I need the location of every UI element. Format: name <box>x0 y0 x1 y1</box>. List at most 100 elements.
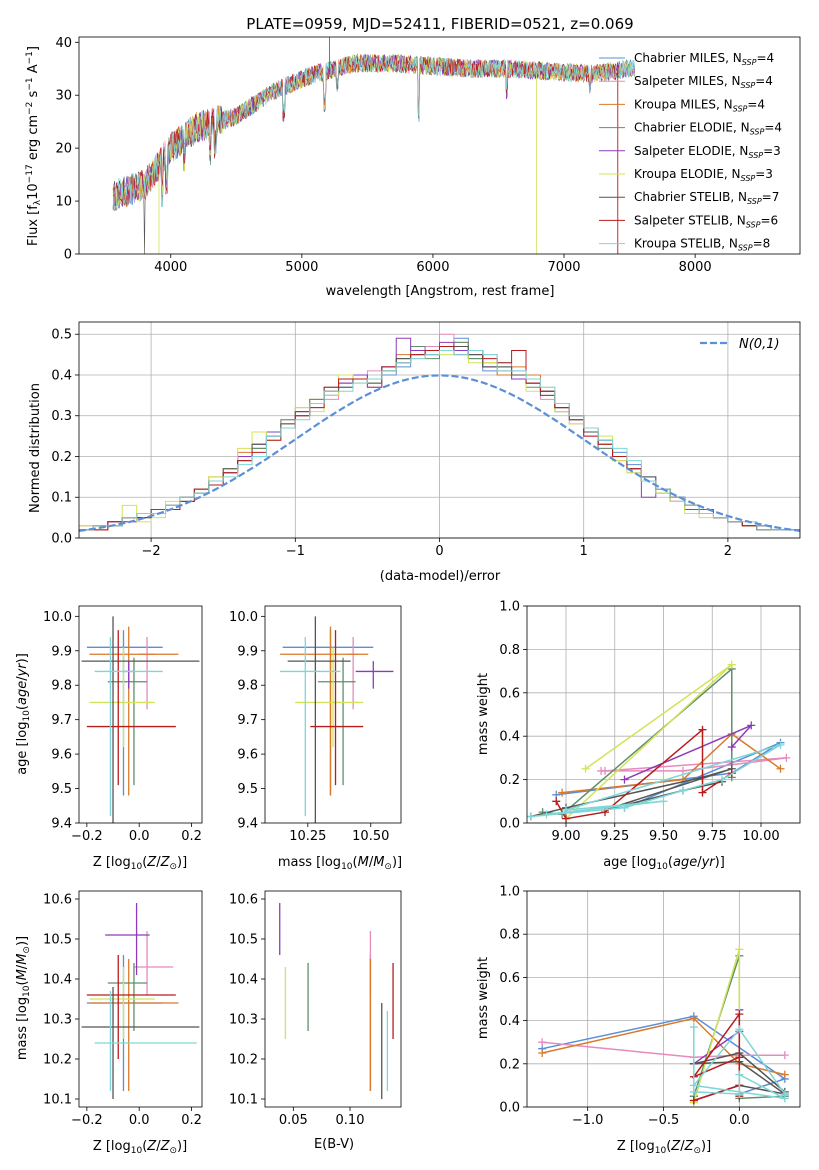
weight-marker <box>562 805 570 814</box>
legend-label: Kroupa ELODIE, NSSP=3 <box>634 167 773 183</box>
z-mass-xlabel: Z [log10(Z/Z⊙)] <box>93 1139 187 1156</box>
y-tick-label: 0.6 <box>499 686 520 701</box>
x-tick-label: 0 <box>435 544 443 559</box>
weight-marker <box>735 1053 744 1062</box>
x-tick-label: 8000 <box>679 260 712 275</box>
weight-marker <box>776 740 785 749</box>
z-age-ylabel-wrap: age [log10(age/yr)] <box>15 653 32 775</box>
weight-marker <box>581 764 590 773</box>
weight-marker <box>562 814 570 823</box>
y-tick-label: 0.0 <box>499 1101 520 1116</box>
weight-marker <box>698 788 707 797</box>
x-tick-label: 0.2 <box>181 829 202 844</box>
z-age-axes: −0.2 0.0 0.2 9.4 9.5 9.6 9.7 9.8 9.9 10.0 <box>43 605 203 844</box>
legend-label: Salpeter ELODIE, NSSP=3 <box>634 144 781 160</box>
age-weight-axes: 9.00 9.25 9.50 9.75 10.00 0.0 0.2 0.4 0.6 0.8 1.0 <box>499 600 801 844</box>
weight-marker <box>727 743 736 752</box>
y-tick-label: 0.2 <box>499 773 520 788</box>
x-tick-label: 4000 <box>154 260 187 275</box>
y-tick-label: 30 <box>55 89 72 104</box>
spectrum-xlabel: wavelength [Angstrom, rest frame] <box>326 284 555 299</box>
x-tick-label: 2 <box>724 544 732 559</box>
y-tick-label: 1.0 <box>499 600 520 615</box>
x-tick-label: 0.0 <box>129 1113 150 1128</box>
y-tick-label: 0.4 <box>51 368 72 383</box>
y-tick-label: 0.4 <box>499 1014 520 1029</box>
spectrum-line <box>112 53 635 210</box>
weight-line <box>542 1017 785 1076</box>
weight-line <box>601 757 787 772</box>
x-tick-label: 9.00 <box>552 829 581 844</box>
weight-line <box>691 1011 741 1102</box>
x-tick-label: 10.50 <box>352 829 389 844</box>
x-tick-label: 5000 <box>285 260 318 275</box>
spectrum-line <box>112 54 620 207</box>
y-tick-label: 10.5 <box>229 933 258 948</box>
axes-frame <box>526 605 801 824</box>
axes-frame <box>78 605 203 824</box>
y-tick-label: 10.3 <box>43 1013 72 1028</box>
z-weight-plot <box>538 945 789 1107</box>
y-tick-label: 10.4 <box>229 973 258 988</box>
weight-marker <box>782 753 791 762</box>
y-tick-label: 9.7 <box>237 713 258 728</box>
z-weight-axes: −1.0 −0.5 0.0 0.0 0.2 0.4 0.6 0.8 1.0 <box>499 885 801 1128</box>
weight-marker <box>689 1081 698 1090</box>
spectrum-axes: 4000 5000 6000 7000 8000 0 10 20 30 40 <box>55 36 801 275</box>
axes-frame <box>78 890 203 1108</box>
x-tick-label: 1 <box>580 544 588 559</box>
weight-marker <box>780 1051 789 1060</box>
weight-marker <box>538 1049 547 1057</box>
x-tick-label: −0.2 <box>71 1113 103 1128</box>
legend-label: Salpeter STELIB, NSSP=6 <box>634 213 778 229</box>
axes-frame <box>78 36 801 255</box>
weight-marker <box>776 764 785 773</box>
axes-frame <box>264 890 402 1108</box>
y-tick-label: 10.1 <box>229 1093 258 1108</box>
x-tick-label: 10.25 <box>289 829 326 844</box>
y-tick-label: 10.1 <box>43 1093 72 1108</box>
y-tick-label: 40 <box>55 36 72 51</box>
weight-marker <box>620 803 629 812</box>
y-tick-label: 10.2 <box>229 1053 258 1068</box>
hist-ylabel: Normed distribution <box>28 383 43 513</box>
y-tick-label: 0.0 <box>499 817 520 832</box>
ebv-mass-xlabel: E(B-V) <box>314 1137 354 1152</box>
y-tick-label: 10.6 <box>43 893 72 908</box>
axes-frame <box>264 605 402 824</box>
z-mass-plot <box>81 903 200 1099</box>
weight-marker <box>601 766 609 775</box>
x-tick-label: −1.0 <box>572 1113 604 1128</box>
axes-frame <box>78 321 801 539</box>
z-weight-ylabel-wrap: mass weight <box>476 957 491 1039</box>
y-tick-label: 0.5 <box>51 328 72 343</box>
x-tick-label: 9.75 <box>698 829 727 844</box>
weight-marker <box>698 725 707 734</box>
weight-marker <box>735 1070 744 1079</box>
x-tick-label: 10.00 <box>742 829 779 844</box>
y-tick-label: 9.6 <box>237 748 258 763</box>
y-tick-label: 9.8 <box>237 679 258 694</box>
weight-marker <box>542 810 551 819</box>
y-tick-label: 9.9 <box>51 644 72 659</box>
weight-marker <box>718 775 726 784</box>
y-tick-label: 10.0 <box>43 610 72 625</box>
z-age-plot <box>81 616 200 823</box>
legend: Chabrier MILES, NSSP=4 Salpeter MILES, NS… <box>599 51 782 253</box>
axes-frame <box>526 890 801 1108</box>
x-tick-label: −2 <box>142 544 161 559</box>
y-tick-label: 0.2 <box>499 1057 520 1072</box>
weight-marker <box>527 812 535 821</box>
weight-marker <box>689 1014 698 1023</box>
spectrum-ylabel: Flux [fλ10−17 erg cm−2 s−1 A−1] <box>25 46 43 246</box>
y-tick-label: 0.0 <box>51 532 72 547</box>
y-tick-label: 9.4 <box>51 817 72 832</box>
spectrum-ylabel-wrap: Flux [fλ10−17 erg cm−2 s−1 A−1] <box>25 46 43 246</box>
y-tick-label: 0 <box>64 248 72 263</box>
y-tick-label: 0.8 <box>499 643 520 658</box>
x-tick-label: 9.25 <box>600 829 629 844</box>
x-tick-label: 0.0 <box>129 829 150 844</box>
mass-age-xlabel: mass [log10(M/M⊙)] <box>278 855 402 872</box>
z-mass-axes: −0.2 0.0 0.2 10.1 10.2 10.3 10.4 10.5 10.6 <box>43 890 203 1128</box>
